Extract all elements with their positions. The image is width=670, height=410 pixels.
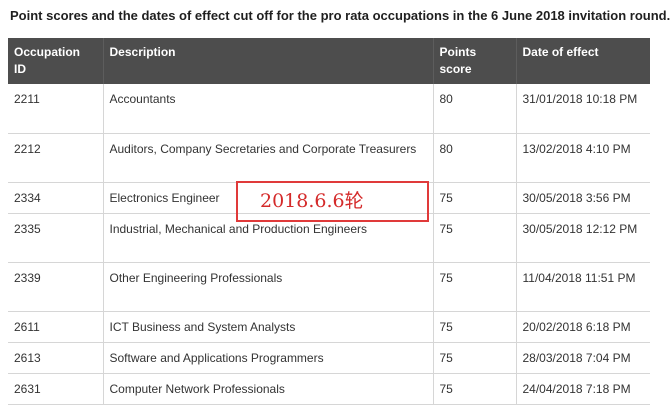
cell-points: 80 bbox=[432, 84, 516, 134]
table-row: 2631 Computer Network Professionals 75 2… bbox=[8, 373, 650, 405]
cell-description: Auditors, Company Secretaries and Corpor… bbox=[102, 133, 433, 183]
header-points-score: Points score bbox=[432, 38, 516, 84]
cell-description: Software and Applications Programmers bbox=[102, 342, 433, 374]
header-occupation-id-line1: Occupation bbox=[14, 45, 81, 59]
cell-description: Computer Network Professionals bbox=[102, 373, 433, 405]
cell-points: 80 bbox=[432, 133, 516, 183]
cell-description: ICT Business and System Analysts bbox=[102, 311, 433, 343]
cell-occupation-id: 2611 bbox=[8, 311, 103, 343]
header-points-line1: Points bbox=[439, 45, 477, 59]
cell-points: 75 bbox=[432, 213, 516, 263]
cell-date: 11/04/2018 11:51 PM bbox=[515, 262, 650, 312]
cell-occupation-id: 2211 bbox=[8, 84, 103, 134]
cell-date: 13/02/2018 4:10 PM bbox=[515, 133, 650, 183]
header-occupation-id-line2: ID bbox=[14, 62, 26, 76]
cell-date: 24/04/2018 7:18 PM bbox=[515, 373, 650, 405]
cell-occupation-id: 2212 bbox=[8, 133, 103, 183]
cell-points: 75 bbox=[432, 373, 516, 405]
cell-description: Other Engineering Professionals bbox=[102, 262, 433, 312]
cell-description: Accountants bbox=[102, 84, 433, 134]
table-row: 2611 ICT Business and System Analysts 75… bbox=[8, 311, 650, 343]
table-row: 2334 Electronics Engineer 75 30/05/2018 … bbox=[8, 182, 650, 214]
cell-date: 30/05/2018 3:56 PM bbox=[515, 182, 650, 214]
header-date-of-effect: Date of effect bbox=[515, 38, 650, 84]
cell-occupation-id: 2613 bbox=[8, 342, 103, 374]
table-row: 2211 Accountants 80 31/01/2018 10:18 PM bbox=[8, 84, 650, 134]
header-occupation-id: Occupation ID bbox=[8, 38, 103, 84]
cell-occupation-id: 2339 bbox=[8, 262, 103, 312]
cell-occupation-id: 2631 bbox=[8, 373, 103, 405]
table-header-row: Occupation ID Description Points score D… bbox=[8, 38, 650, 84]
table-row: 2613 Software and Applications Programme… bbox=[8, 342, 650, 374]
cell-date: 28/03/2018 7:04 PM bbox=[515, 342, 650, 374]
header-description: Description bbox=[102, 38, 433, 84]
table-caption: Point scores and the dates of effect cut… bbox=[10, 8, 670, 23]
cell-date: 20/02/2018 6:18 PM bbox=[515, 311, 650, 343]
table-row: 2212 Auditors, Company Secretaries and C… bbox=[8, 133, 650, 183]
cell-points: 75 bbox=[432, 311, 516, 343]
cell-date: 30/05/2018 12:12 PM bbox=[515, 213, 650, 263]
cell-points: 75 bbox=[432, 342, 516, 374]
cell-description: Electronics Engineer bbox=[102, 182, 433, 214]
header-points-line2: score bbox=[439, 62, 472, 76]
occupation-scores-table: Occupation ID Description Points score D… bbox=[8, 38, 650, 405]
cell-points: 75 bbox=[432, 182, 516, 214]
cell-occupation-id: 2334 bbox=[8, 182, 103, 214]
round-date-annotation: 2018.6.6轮 bbox=[236, 181, 429, 222]
cell-date: 31/01/2018 10:18 PM bbox=[515, 84, 650, 134]
table-row: 2339 Other Engineering Professionals 75 … bbox=[8, 262, 650, 312]
cell-occupation-id: 2335 bbox=[8, 213, 103, 263]
cell-points: 75 bbox=[432, 262, 516, 312]
